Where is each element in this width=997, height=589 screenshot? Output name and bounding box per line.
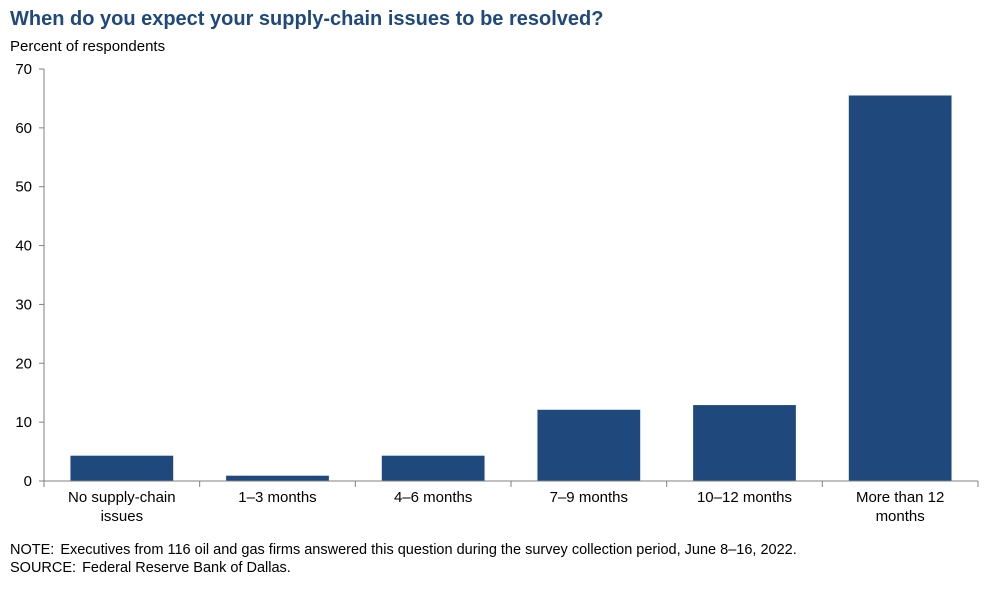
bars — [70, 95, 952, 481]
y-tick-label: 10 — [15, 414, 32, 431]
bar — [226, 475, 329, 481]
bar — [537, 409, 641, 481]
source-label: SOURCE: — [10, 560, 77, 576]
x-category-label: 4–6 months — [394, 489, 472, 506]
x-category-label: No supply-chain issues — [68, 489, 176, 525]
note: NOTE: Executives from 116 oil and gas fir… — [10, 541, 797, 560]
y-tick-label: 70 — [15, 61, 32, 78]
bar — [693, 405, 796, 481]
y-tick-label: 40 — [15, 238, 32, 255]
y-tick-label: 0 — [24, 473, 32, 490]
x-axis: No supply-chain issues 1–3 months 4–6 month… — [43, 480, 979, 525]
x-category-label: More than 12 months — [856, 489, 944, 525]
x-category-label: 1–3 months — [238, 489, 316, 506]
chart-title: When do you expect your supply-chain iss… — [10, 8, 604, 30]
bar — [70, 455, 174, 481]
y-tick-label: 50 — [15, 179, 32, 196]
y-tick-label: 60 — [15, 120, 32, 137]
x-category-label: 7–9 months — [550, 489, 628, 506]
note-text: Executives from 116 oil and gas firms an… — [60, 542, 797, 558]
bar — [848, 95, 952, 481]
y-axis: 0 10 20 30 40 50 60 70 — [15, 61, 45, 490]
source-text: Federal Reserve Bank of Dallas. — [82, 560, 291, 576]
note-label: NOTE: — [10, 542, 55, 558]
y-tick-label: 20 — [15, 355, 32, 372]
y-axis-unit-label: Percent of respondents — [10, 38, 166, 55]
source: SOURCE: Federal Reserve Bank of Dallas. — [10, 559, 291, 578]
y-tick-label: 30 — [15, 296, 32, 313]
bar-chart: 0 10 20 30 40 50 60 70 No supply-chain issues 1–3… — [15, 61, 979, 525]
bar — [381, 455, 485, 481]
x-category-label: 10–12 months — [697, 489, 792, 506]
